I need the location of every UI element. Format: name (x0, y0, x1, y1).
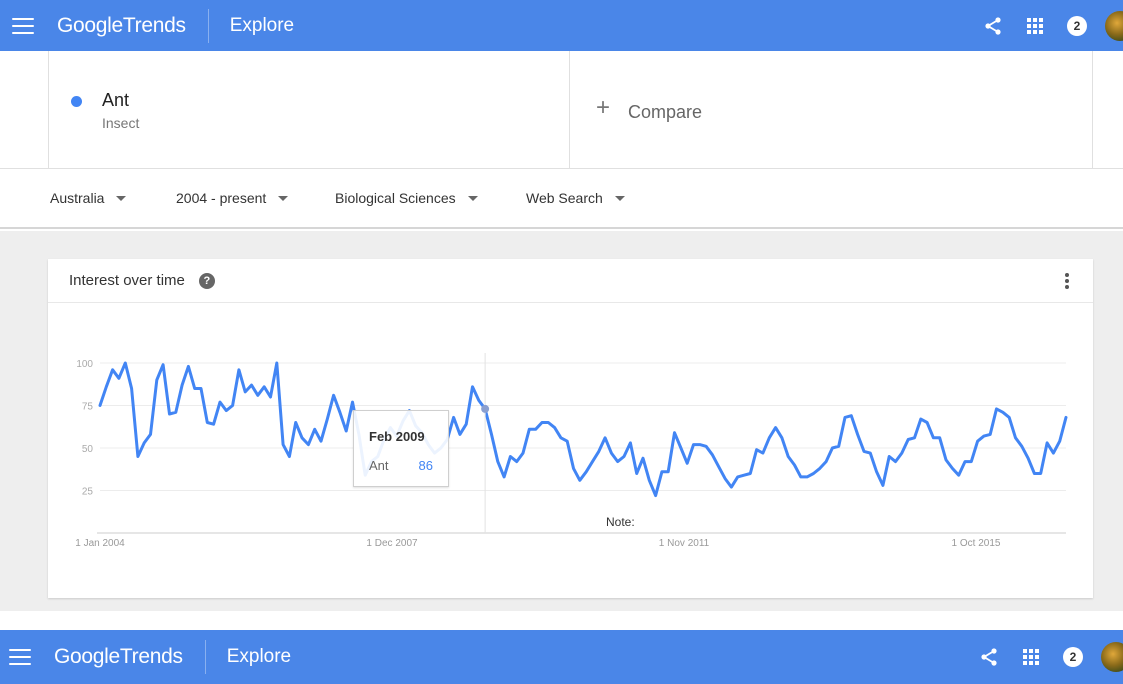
y-tick-label: 50 (82, 444, 94, 455)
user-avatar[interactable] (1105, 10, 1123, 41)
x-tick-label: 1 Oct 2015 (952, 538, 1001, 549)
compare-label: Compare (628, 102, 703, 122)
page-title: Explore (226, 646, 292, 667)
time-range-filter-label: 2004 - present (176, 190, 267, 206)
region-filter-label: Australia (50, 190, 105, 206)
logo-trends-text: Trends (122, 13, 186, 37)
logo-trends-text: Trends (119, 645, 183, 668)
content-area: Interest over time ? 25 50 75 100 1 Jan 2004… (0, 231, 1123, 611)
page-title: Explore (229, 14, 295, 36)
top-app-bar: GoogleTrends Explore 2 (0, 0, 1123, 51)
x-tick-label: 1 Jan 2004 (75, 538, 125, 549)
compare-button[interactable]: + Compare (570, 51, 1093, 169)
apps-grid-icon[interactable] (1021, 647, 1041, 667)
dropdown-caret-icon (116, 195, 127, 201)
card-header: Interest over time ? (48, 259, 1093, 303)
header-divider (204, 640, 206, 674)
interest-line-chart[interactable]: 25 50 75 100 1 Jan 2004 1 Dec 2007 1 Nov 2011 1… (48, 259, 1093, 598)
y-tick-label: 25 (82, 487, 94, 498)
search-type-filter-label: Web Search (526, 190, 603, 206)
apps-grid-icon[interactable] (1025, 16, 1045, 36)
tooltip-value: 86 (418, 458, 433, 473)
logo-google-text: Google (54, 645, 120, 668)
x-tick-label: 1 Dec 2007 (366, 538, 418, 549)
dropdown-caret-icon (278, 195, 289, 201)
y-tick-label: 75 (82, 402, 94, 413)
series-line-ant (98, 361, 1068, 498)
share-icon[interactable] (979, 647, 999, 667)
notifications-badge[interactable]: 2 (1063, 647, 1083, 667)
tooltip-date: Feb 2009 (369, 429, 425, 444)
user-avatar[interactable] (1101, 642, 1123, 672)
share-icon[interactable] (983, 16, 1003, 36)
notifications-badge[interactable]: 2 (1067, 15, 1087, 36)
google-trends-logo[interactable]: GoogleTrends (54, 645, 183, 669)
more-options-icon[interactable] (1065, 273, 1069, 289)
search-term-category: Insect (102, 115, 140, 131)
add-icon: + (596, 94, 611, 121)
series-color-dot (71, 96, 82, 107)
interest-over-time-card: Interest over time ? 25 50 75 100 1 Jan 2004… (48, 259, 1093, 598)
hover-point (481, 404, 490, 413)
header-divider (207, 8, 209, 43)
logo-google-text: Google (57, 13, 123, 37)
dropdown-caret-icon (614, 195, 625, 201)
y-tick-label: 100 (76, 359, 93, 370)
google-trends-logo[interactable]: GoogleTrends (57, 14, 186, 38)
search-term-name: Ant (102, 90, 130, 110)
chart-tooltip: Feb 2009 Ant 86 (353, 410, 449, 487)
x-tick-label: 1 Nov 2011 (659, 538, 710, 549)
menu-icon[interactable] (12, 17, 34, 34)
search-type-filter[interactable]: Web Search (526, 190, 625, 206)
chart-note[interactable]: Note: (606, 515, 635, 529)
search-terms-row: Ant Insect + Compare (0, 51, 1123, 169)
card-title: Interest over time (69, 272, 185, 289)
time-range-filter[interactable]: 2004 - present (176, 190, 289, 206)
top-app-bar-duplicate: GoogleTrends Explore 2 (0, 630, 1123, 684)
region-filter[interactable]: Australia (50, 190, 127, 206)
tooltip-series-name: Ant (369, 458, 389, 473)
filter-bar: Australia 2004 - present Biological Scie… (0, 170, 1123, 229)
category-filter-label: Biological Sciences (335, 190, 456, 206)
help-icon[interactable]: ? (198, 272, 215, 289)
search-term-card[interactable]: Ant Insect (48, 51, 570, 169)
category-filter[interactable]: Biological Sciences (335, 190, 478, 206)
menu-icon[interactable] (9, 649, 31, 665)
dropdown-caret-icon (467, 195, 478, 201)
